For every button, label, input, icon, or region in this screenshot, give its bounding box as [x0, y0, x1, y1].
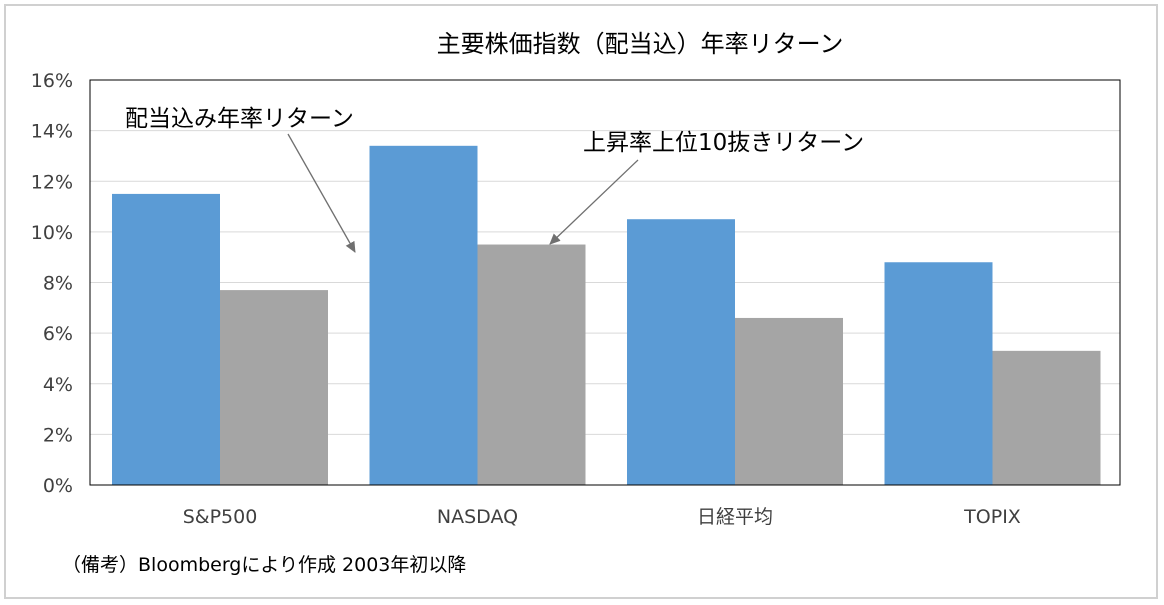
y-tick-label: 14%	[31, 121, 73, 143]
y-tick-label: 8%	[43, 273, 73, 295]
x-tick-label: TOPIX	[963, 506, 1021, 528]
y-tick-label: 10%	[31, 222, 73, 244]
x-tick-label: S&P500	[183, 506, 258, 528]
bar	[112, 193, 220, 485]
annotation-arrow-dividend	[287, 133, 356, 253]
x-axis-ticks: S&P500 NASDAQ 日経平均 TOPIX	[183, 506, 1021, 528]
bar	[477, 244, 586, 485]
y-axis-ticks: 0% 2% 4% 6% 8% 10% 12% 14% 16%	[31, 70, 73, 497]
bar	[627, 219, 735, 485]
y-tick-label: 4%	[43, 374, 73, 396]
y-tick-label: 0%	[43, 475, 73, 497]
y-tick-label: 2%	[43, 424, 73, 446]
plot-area-border	[89, 79, 1121, 486]
bar	[735, 317, 843, 485]
chart-title: 主要株価指数（配当込）年率リターン	[437, 30, 844, 58]
bar	[884, 262, 993, 485]
annotation-dividend-return: 配当込み年率リターン	[125, 106, 354, 132]
annotation-arrow-ex-top10	[549, 159, 639, 245]
bars	[112, 145, 1101, 485]
x-tick-label: 日経平均	[697, 506, 773, 528]
x-tick-label: NASDAQ	[437, 506, 518, 528]
y-tick-label: 6%	[43, 323, 73, 345]
source-note: （備考）Bloombergにより作成 2003年初以降	[62, 554, 466, 576]
y-tick-label: 16%	[31, 70, 73, 92]
bar	[992, 350, 1101, 485]
bar	[220, 290, 328, 485]
annotation-ex-top10-return: 上昇率上位10抜きリターン	[583, 130, 864, 156]
bar	[369, 145, 478, 485]
y-tick-label: 12%	[31, 171, 73, 193]
